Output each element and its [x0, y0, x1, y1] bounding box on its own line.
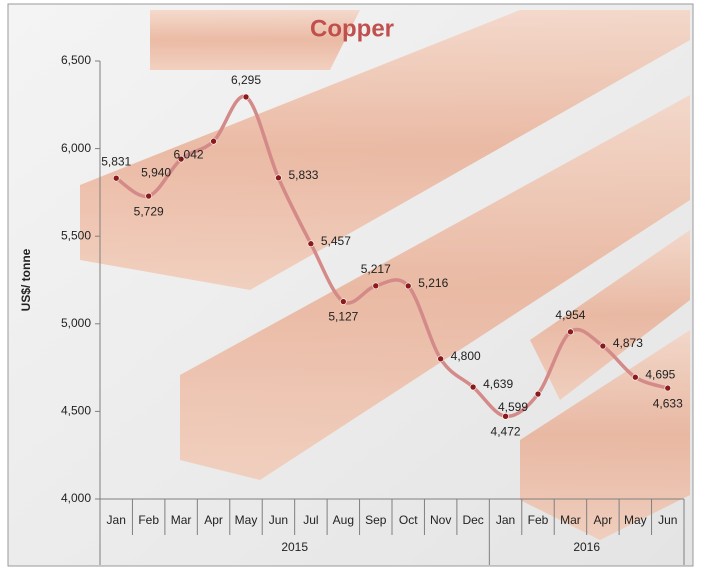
- data-label: 5,940: [141, 165, 171, 179]
- data-label: 5,216: [418, 276, 448, 290]
- data-label: 6,042: [174, 147, 204, 161]
- data-label: 4,472: [491, 424, 521, 438]
- y-tick-label: 5,500: [61, 228, 91, 242]
- data-label: 4,695: [645, 367, 675, 381]
- marker: [664, 384, 672, 392]
- marker: [242, 93, 250, 101]
- x-tick-label: Sep: [365, 513, 387, 527]
- x-tick-label: Jul: [303, 513, 318, 527]
- marker: [567, 328, 574, 336]
- data-label: 4,633: [653, 396, 683, 410]
- x-tick-label: Apr: [204, 513, 223, 527]
- x-tick-label: Jun: [269, 513, 288, 527]
- marker: [112, 174, 120, 182]
- data-label: 4,800: [451, 349, 481, 363]
- x-tick-label: Jan: [107, 513, 126, 527]
- x-tick-label: May: [235, 513, 258, 527]
- x-tick-label: Oct: [399, 513, 418, 527]
- data-label: 6,295: [231, 73, 261, 87]
- marker: [340, 298, 347, 305]
- y-tick-label: 6,000: [61, 141, 91, 155]
- data-label: 4,639: [483, 377, 513, 391]
- x-tick-label: Apr: [594, 513, 613, 527]
- data-label: 4,873: [613, 336, 643, 350]
- y-tick-label: 6,500: [61, 53, 91, 67]
- marker: [275, 174, 282, 182]
- marker: [145, 192, 152, 200]
- x-tick-label: Jun: [658, 513, 677, 527]
- marker: [502, 413, 509, 420]
- marker: [437, 355, 444, 363]
- x-tick-label: Jan: [496, 513, 515, 527]
- y-tick-label: 4,500: [61, 404, 91, 418]
- y-tick-label: 5,000: [61, 316, 91, 330]
- data-label: 4,954: [555, 308, 585, 322]
- x-tick-label: Nov: [430, 513, 451, 527]
- data-label: 5,217: [361, 262, 391, 276]
- data-label: 5,729: [134, 204, 164, 218]
- marker: [372, 282, 380, 290]
- x-tick-label: Mar: [560, 513, 581, 527]
- x-tick-label: Feb: [528, 513, 549, 527]
- plot-area: 4,000 4,500 5,000 5,500 6,000 6,500 Jan Feb Mar A…: [61, 53, 685, 565]
- x-group-label: 2015: [281, 540, 308, 554]
- marker: [632, 373, 639, 381]
- background-decoration: [80, 10, 690, 540]
- chart-title: Copper: [310, 15, 394, 42]
- y-tick-label: 4,000: [61, 491, 91, 505]
- marker: [404, 282, 412, 290]
- data-label: 5,457: [321, 234, 351, 248]
- x-tick-label: Aug: [333, 513, 354, 527]
- x-tick-label: Feb: [138, 513, 159, 527]
- marker: [210, 137, 217, 145]
- marker: [177, 155, 185, 163]
- x-group-label: 2016: [573, 540, 600, 554]
- data-label: 5,833: [288, 168, 318, 182]
- data-label: 5,127: [328, 310, 358, 324]
- x-tick-label: Mar: [171, 513, 192, 527]
- x-tick-label: May: [624, 513, 647, 527]
- marker: [534, 390, 542, 398]
- y-axis-label: US$/ tonne: [19, 248, 33, 311]
- marker: [599, 342, 607, 350]
- x-tick-label: Dec: [462, 513, 483, 527]
- marker: [307, 240, 315, 248]
- data-label: 5,831: [101, 154, 131, 168]
- marker: [469, 383, 477, 391]
- data-label: 4,599: [498, 400, 528, 414]
